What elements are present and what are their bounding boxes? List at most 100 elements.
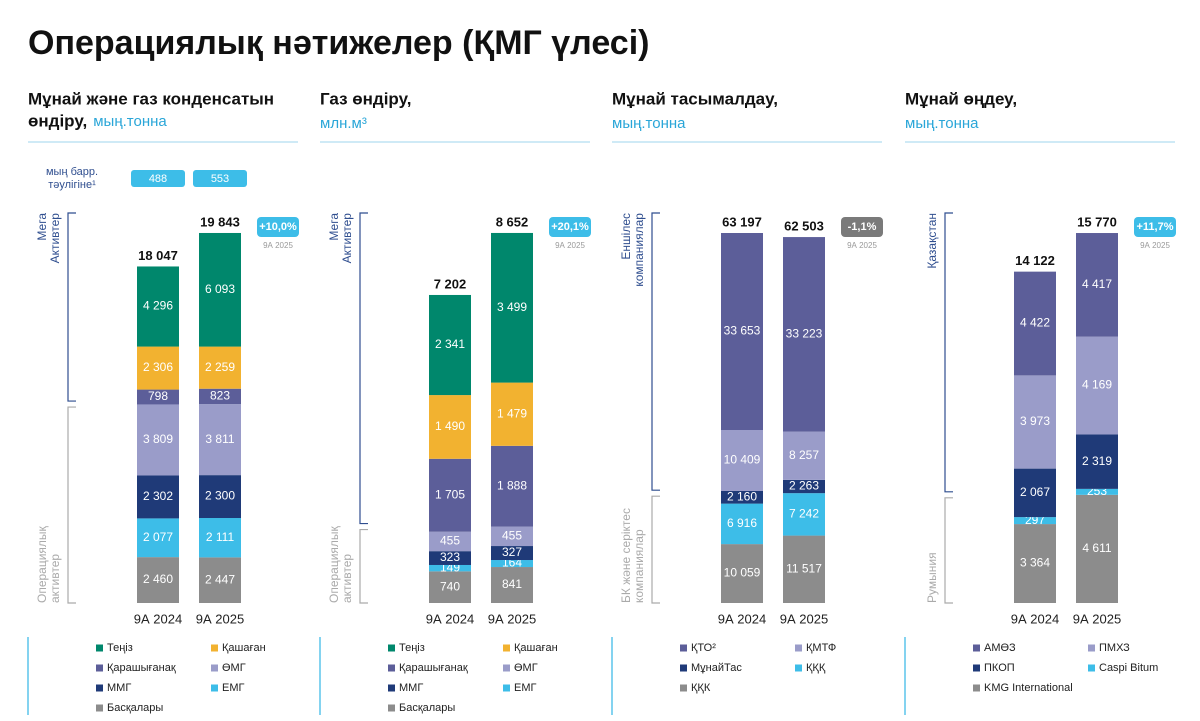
segment-label: 2 111 [206, 530, 235, 544]
segment-label: 10 409 [724, 453, 761, 467]
legend-label: ӨМГ [514, 662, 538, 674]
segment-label: 2 263 [789, 479, 819, 493]
segment-label: 11 517 [786, 561, 822, 575]
bar-segment [429, 564, 471, 572]
segment-label: 2 306 [143, 360, 173, 374]
group-label: Мега [35, 213, 49, 241]
group-label: активтер [48, 554, 62, 603]
change-badge [257, 217, 299, 237]
group-label: компаниялар [632, 529, 646, 603]
bar-segment [721, 430, 763, 491]
panel-title: Мұнай және газ конденсатын [28, 89, 274, 108]
bar-segment [491, 560, 533, 568]
legend-swatch [973, 644, 980, 652]
category-label: 9А 2024 [134, 611, 182, 626]
segment-label: 2 300 [205, 489, 235, 503]
bar-segment [491, 232, 533, 383]
bar-segment [429, 458, 471, 532]
group-label: БК және серіктес [619, 508, 633, 603]
legend-label: Басқалары [399, 702, 455, 714]
total-label: 62 503 [784, 219, 824, 234]
change-label: -1,1% [848, 221, 877, 233]
panel-title: Газ өндіру, [320, 89, 411, 108]
total-label: 19 843 [200, 214, 240, 229]
segment-label: 1 490 [435, 419, 465, 433]
legend-label: ҚҚК [691, 682, 711, 694]
bar-segment [137, 389, 179, 405]
segment-label: 2 302 [143, 489, 173, 503]
segment-label: 2 077 [143, 530, 173, 544]
segment-label: 323 [440, 550, 460, 564]
legend-label: ПКОП [984, 662, 1015, 674]
bar-segment [1076, 494, 1118, 603]
panel-title: өндіру, [28, 111, 87, 130]
segment-label: 1 888 [497, 478, 527, 492]
panel-unit: мың.тонна [905, 115, 979, 132]
bar-segment [137, 475, 179, 519]
segment-label: 3 973 [1020, 414, 1050, 428]
legend-swatch [1088, 664, 1095, 672]
change-label: +20,1% [551, 221, 589, 233]
legend-label: Қашаған [514, 642, 558, 654]
legend-swatch [211, 684, 218, 692]
extra-label: мың барр. [46, 166, 98, 178]
panel-unit: млн.м³ [320, 115, 367, 132]
extra-pill [193, 170, 247, 187]
segment-label: 2 341 [435, 337, 465, 351]
page-title: Операциялық нәтижелер (ҚМГ үлесі) [28, 24, 649, 62]
change-note: 9А 2025 [263, 241, 293, 250]
panel-title: Мұнай өңдеу, [905, 89, 1017, 108]
extra-label: тәулігіне¹ [48, 179, 96, 191]
segment-label: 33 653 [724, 324, 761, 338]
segment-label: 841 [502, 577, 522, 591]
segment-label: 2 259 [205, 360, 235, 374]
legend-swatch [211, 664, 218, 672]
change-note: 9А 2025 [847, 241, 877, 250]
bar-segment [137, 518, 179, 558]
bar-segment [1014, 271, 1056, 376]
category-label: 9А 2024 [718, 611, 766, 626]
bar-segment [783, 237, 825, 432]
segment-label: 2 447 [205, 572, 235, 586]
total-label: 7 202 [434, 276, 467, 291]
bar-segment [199, 404, 241, 476]
group-bracket [67, 406, 76, 604]
segment-label: 2 160 [727, 489, 757, 503]
category-label: 9А 2025 [1073, 611, 1121, 626]
segment-label: 4 417 [1082, 277, 1112, 291]
extra-value: 553 [211, 173, 229, 185]
group-label: Мега [327, 213, 341, 241]
legend-label: ҚМТФ [806, 642, 836, 654]
bar-segment [491, 382, 533, 446]
bar-segment [491, 445, 533, 527]
segment-label: 7 242 [789, 507, 819, 521]
legend-label: АМӨЗ [984, 642, 1016, 654]
segment-label: 6 093 [205, 282, 235, 296]
group-label: Румыния [925, 552, 939, 603]
legend-swatch [680, 684, 687, 692]
legend-swatch [503, 684, 510, 692]
legend-swatch [503, 664, 510, 672]
group-bracket [651, 495, 660, 604]
legend-label: ӨМГ [222, 662, 246, 674]
bar-segment [199, 346, 241, 389]
panel-unit: мың.тонна [93, 113, 167, 130]
group-label: Активтер [340, 213, 354, 264]
segment-label: 1 479 [497, 406, 527, 420]
legend-swatch [503, 644, 510, 652]
total-label: 14 122 [1015, 253, 1055, 268]
group-bracket [359, 212, 368, 525]
segment-label: 3 811 [205, 432, 234, 446]
total-label: 63 197 [722, 214, 762, 229]
segment-label: 6 916 [727, 516, 757, 530]
legend-label: ЕМГ [222, 682, 245, 694]
bar-segment [429, 395, 471, 459]
legend-label: Теңіз [107, 642, 133, 654]
bar-segment [137, 346, 179, 390]
bar-segment [783, 493, 825, 536]
legend-swatch [96, 644, 103, 652]
category-label: 9А 2025 [196, 611, 244, 626]
bar-segment [199, 557, 241, 603]
change-note: 9А 2025 [1140, 241, 1170, 250]
bar-segment [199, 232, 241, 347]
